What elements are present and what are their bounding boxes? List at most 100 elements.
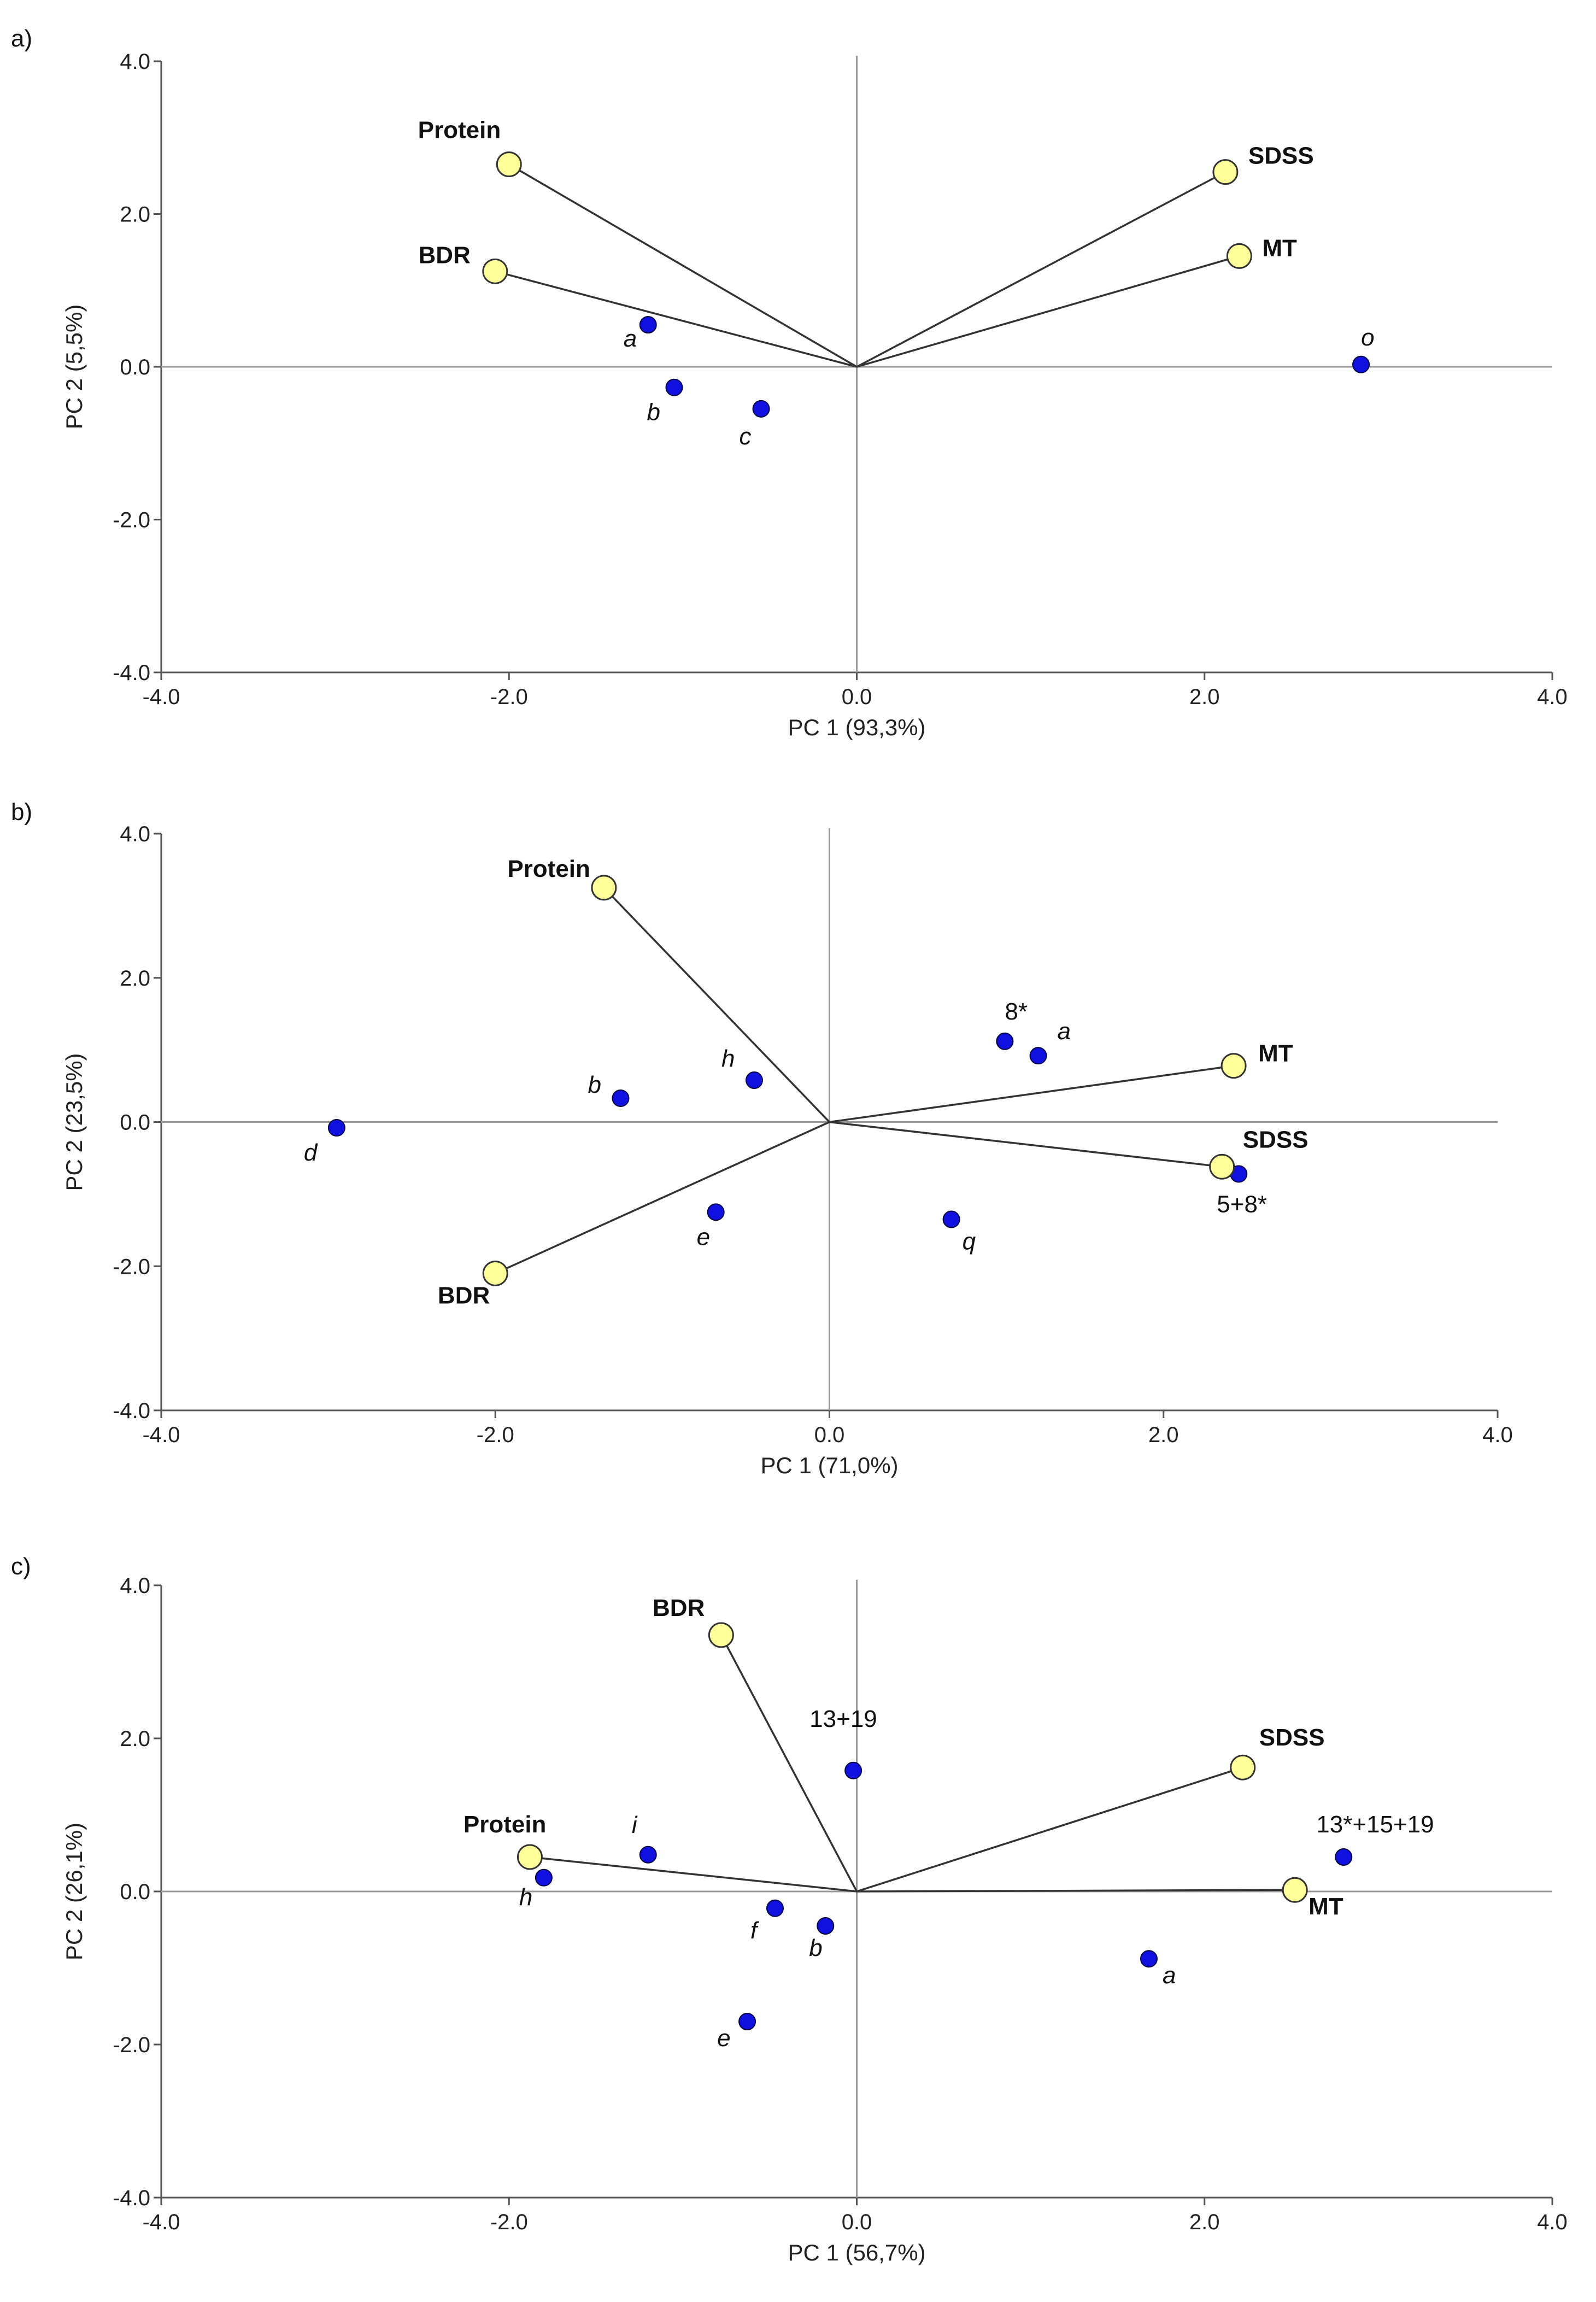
observation-point: [639, 316, 657, 334]
loading-vector-mt: [829, 1064, 1234, 1123]
observation-point: [996, 1032, 1014, 1050]
observation-point: [707, 1203, 725, 1221]
observation-label: 13+19: [809, 1706, 877, 1732]
observation-point: [817, 1917, 835, 1935]
variable-point-mt: [1282, 1877, 1308, 1903]
variable-label-bdr: BDR: [438, 1282, 490, 1309]
loading-vector-bdr: [495, 1121, 830, 1275]
observation-label: d: [304, 1139, 318, 1166]
loading-vector-sdss: [856, 171, 1226, 368]
variable-point-bdr: [482, 258, 508, 284]
observation-point: [752, 400, 770, 418]
observation-label: e: [697, 1223, 710, 1250]
observation-point: [1352, 355, 1370, 373]
x-tick-label: 0.0: [842, 685, 872, 709]
y-tick-label: 2.0: [120, 1727, 150, 1751]
variable-label-sdss: SDSS: [1243, 1126, 1309, 1153]
x-tick-label: -2.0: [477, 1423, 514, 1447]
loading-vector-protein: [530, 1856, 857, 1893]
variable-point-protein: [517, 1844, 543, 1870]
loading-vector-bdr: [495, 270, 857, 368]
variable-point-protein: [496, 151, 522, 178]
x-axis-title: PC 1 (93,3%): [788, 714, 925, 740]
loading-vector-protein: [508, 163, 858, 368]
variable-label-sdss: SDSS: [1248, 143, 1314, 169]
variable-point-sdss: [1230, 1754, 1256, 1780]
y-tick-label: 0.0: [120, 355, 150, 379]
loading-vector-mt: [856, 255, 1240, 368]
y-tick-label: 4.0: [120, 822, 150, 846]
y-axis-title: PC 2 (5,5%): [61, 304, 87, 430]
variable-point-mt: [1226, 243, 1252, 269]
x-tick-label: 0.0: [814, 1423, 845, 1447]
observation-label: h: [721, 1045, 735, 1072]
loading-vector-bdr: [720, 1635, 858, 1892]
observation-label: o: [1361, 324, 1374, 351]
y-tick-label: 4.0: [120, 1574, 150, 1598]
x-tick-label: 0.0: [842, 2210, 872, 2234]
y-tick-label: -2.0: [113, 508, 150, 532]
y-tick-label: 0.0: [120, 1880, 150, 1904]
x-tick-label: -4.0: [143, 1423, 180, 1447]
panel-label: b): [11, 799, 32, 825]
observation-label: h: [519, 1884, 532, 1911]
variable-point-sdss: [1209, 1153, 1235, 1180]
x-tick-label: 2.0: [1148, 1423, 1179, 1447]
observation-point: [612, 1089, 630, 1107]
observation-label: b: [647, 399, 660, 426]
x-tick-label: -4.0: [143, 685, 180, 709]
chart-panel-1: a) -4.0 -2.0 0.0 2.0 4.0 4.0 2.0 0.0 -2.0 -4.0 PC 1…: [11, 25, 1568, 740]
observation-label: c: [740, 423, 752, 450]
y-tick-label: -2.0: [113, 1255, 150, 1279]
y-tick-label: -4.0: [113, 661, 150, 685]
observation-point: [327, 1119, 345, 1137]
variable-label-mt: MT: [1309, 1893, 1343, 1920]
observation-point: [738, 2013, 756, 2030]
variable-label-bdr: BDR: [418, 242, 470, 268]
y-tick-label: -2.0: [113, 2033, 150, 2057]
loading-vector-mt: [856, 1889, 1295, 1893]
x-tick-label: -2.0: [490, 685, 528, 709]
variable-label-mt: MT: [1262, 235, 1297, 261]
x-tick-label: -2.0: [490, 2210, 528, 2234]
variable-point-mt: [1221, 1053, 1247, 1079]
x-tick-label: 2.0: [1189, 2210, 1220, 2234]
variable-label-bdr: BDR: [653, 1595, 705, 1621]
observation-label: 13*+15+19: [1316, 1811, 1434, 1838]
x-tick-label: 2.0: [1189, 685, 1220, 709]
observation-label: e: [717, 2025, 730, 2052]
y-tick-label: 4.0: [120, 50, 150, 74]
y-axis-title: PC 2 (26,1%): [61, 1823, 87, 1960]
x-tick-label: -4.0: [143, 2210, 180, 2234]
y-tick-label: 2.0: [120, 203, 150, 227]
y-tick-label: -4.0: [113, 2186, 150, 2210]
variable-point-bdr: [708, 1622, 734, 1648]
variable-label-protein: Protein: [507, 856, 590, 882]
variable-label-mt: MT: [1258, 1040, 1293, 1067]
observation-label: b: [588, 1071, 601, 1098]
y-tick-label: -4.0: [113, 1399, 150, 1423]
x-tick-label: 4.0: [1537, 2210, 1568, 2234]
y-tick-label: 2.0: [120, 967, 150, 991]
observation-point: [665, 378, 683, 396]
loading-vector-protein: [603, 887, 830, 1123]
y-axis-title: PC 2 (23,5%): [61, 1053, 87, 1191]
y-tick-label: 0.0: [120, 1111, 150, 1135]
variable-label-sdss: SDSS: [1259, 1724, 1325, 1751]
observation-point: [745, 1071, 763, 1090]
observation-label: 8*: [1005, 998, 1028, 1025]
loading-vector-sdss: [856, 1766, 1243, 1893]
variable-point-sdss: [1212, 159, 1239, 185]
panel-label: a): [11, 25, 32, 52]
x-tick-label: 4.0: [1537, 685, 1568, 709]
variable-label-protein: Protein: [418, 117, 501, 144]
observation-label: i: [632, 1812, 638, 1838]
loading-vector-sdss: [829, 1121, 1222, 1168]
chart-panel-3: c) -4.0 -2.0 0.0 2.0 4.0 4.0 2.0 0.0 -2.0 -4.0 PC 1…: [11, 1553, 1568, 2265]
variable-point-protein: [591, 875, 617, 901]
x-tick-label: 4.0: [1482, 1423, 1513, 1447]
observation-label: q: [963, 1228, 976, 1255]
observation-point: [535, 1868, 553, 1887]
x-axis-title: PC 1 (71,0%): [760, 1452, 898, 1478]
observation-label: a: [1058, 1018, 1071, 1045]
